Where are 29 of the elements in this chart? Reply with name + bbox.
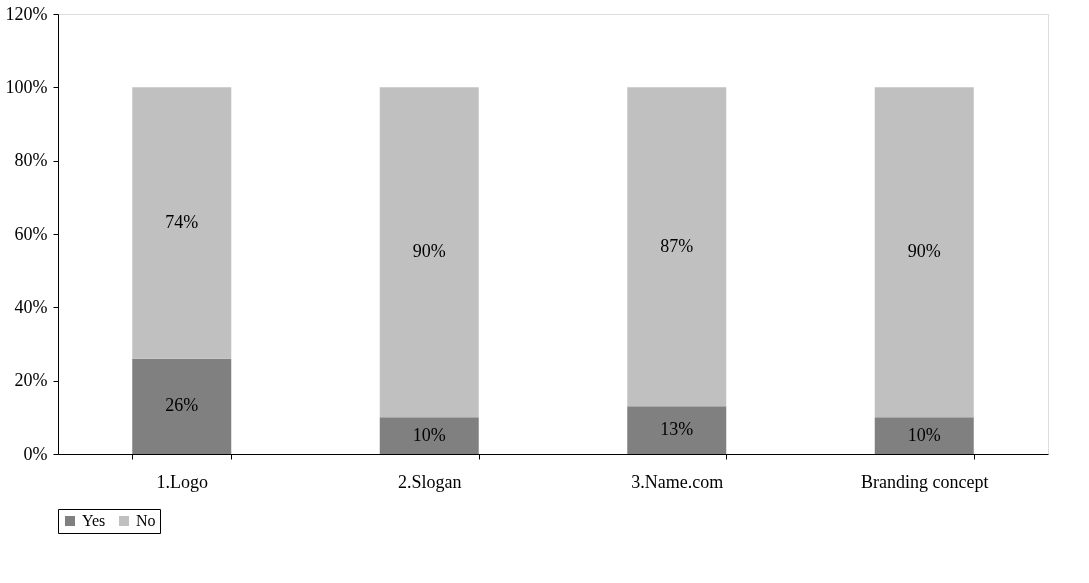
y-tick-label: 20% <box>14 370 48 391</box>
data-label: 87% <box>660 235 694 256</box>
bar <box>379 87 479 418</box>
bar <box>874 87 974 418</box>
data-label: 74% <box>165 212 199 232</box>
y-tick-label: 0% <box>23 443 48 464</box>
x-tick-label: Branding concept <box>861 471 989 492</box>
data-label: 26% <box>165 395 199 416</box>
bar <box>132 87 232 359</box>
y-tick-label: 60% <box>14 223 48 244</box>
x-tick-label: 2.Slogan <box>397 471 462 492</box>
bar <box>627 87 727 407</box>
data-label: 90% <box>907 241 941 262</box>
bar <box>627 406 727 454</box>
y-tick-label: 80% <box>14 150 48 171</box>
legend-label: Yes <box>82 512 106 529</box>
bar <box>379 417 479 454</box>
y-tick-label: 120% <box>5 3 48 24</box>
y-tick-label: 100% <box>5 76 48 97</box>
y-tick-label: 40% <box>14 296 48 317</box>
data-label: 13% <box>660 419 694 440</box>
data-label: 10% <box>412 424 446 445</box>
bar <box>874 417 974 454</box>
x-tick-label: 1.Logo <box>156 471 208 492</box>
legend-label: No <box>136 512 156 529</box>
x-tick-label: 3.Name.com <box>631 471 724 492</box>
data-label: 90% <box>412 241 446 262</box>
bar <box>132 358 232 454</box>
data-label: 10% <box>907 424 941 445</box>
